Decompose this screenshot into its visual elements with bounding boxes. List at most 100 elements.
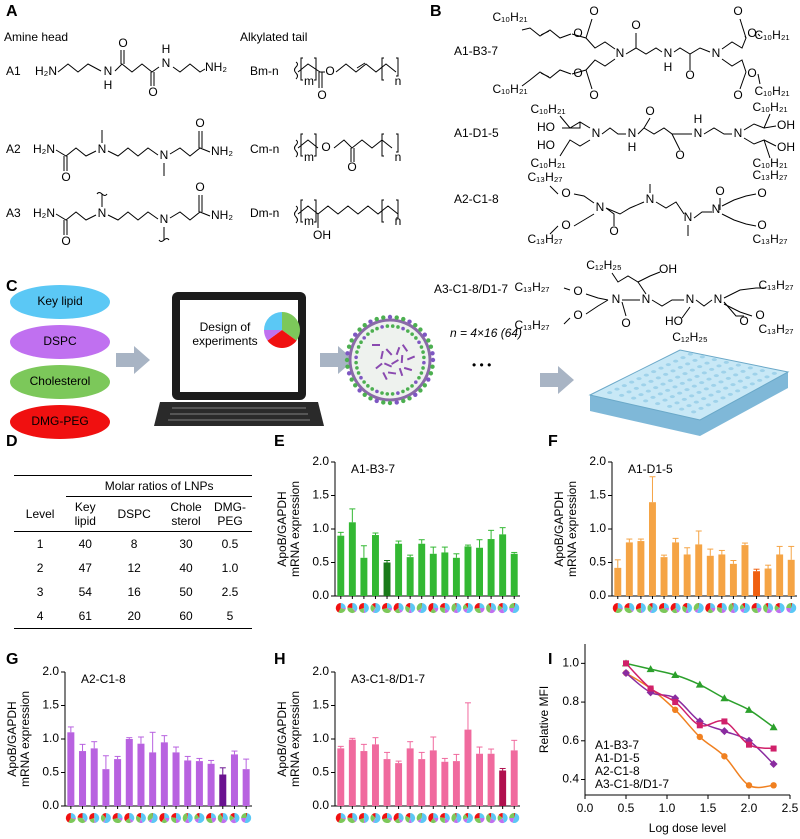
table-row: 1 40 8 30 0.5 [14,532,252,557]
composition-pie [387,818,393,821]
composition-pie [479,608,485,613]
composition-pie [112,818,122,823]
plate-well [665,363,671,367]
lnp-head [394,315,399,320]
table-cell: 2.5 [221,585,239,599]
point [720,727,729,736]
plate-well [699,381,705,385]
composition-pie [370,604,376,613]
atom-label: O [325,64,334,78]
bond [114,63,160,73]
composition-pie [509,608,515,613]
mrna [401,344,409,352]
bond [585,69,593,90]
composition-pie [664,608,670,611]
bond [757,33,761,37]
bond [571,58,616,75]
composition-pie [486,813,492,823]
composition-pie [462,813,468,820]
composition-pie [363,818,366,823]
laptop-keys [168,407,310,421]
atom-label: O [621,316,630,330]
bar [149,752,157,806]
bond [150,72,155,86]
point [696,733,703,741]
composition-pie [347,607,356,614]
lnp-head [349,377,354,382]
y-tick-label: 1.5 [589,488,606,502]
bar [614,567,622,596]
head-name: A1 [6,64,21,78]
composition-pie [433,813,439,818]
lnp-head [370,329,375,333]
screen-pie [264,330,282,341]
atom-label: m [304,150,314,164]
atom-label: N [712,46,721,60]
atom-label: O [685,68,694,82]
atom-label: n [395,150,402,164]
lnp-head [368,319,373,324]
y-tick-label: 0.5 [312,765,329,779]
lnp-head [356,345,361,349]
composition-pie [65,813,71,823]
composition-pie [640,603,646,613]
composition-pie [125,818,131,823]
y-axis-title: ApoB/GAPDH [552,491,566,566]
composition-pie [358,603,364,610]
bar [406,748,414,806]
point [646,665,655,673]
mrna [383,362,393,368]
bond [655,201,685,215]
composition-pie [742,603,745,608]
composition-pie [338,608,346,614]
composition-pie [444,603,450,611]
atom-label: OH [313,228,331,242]
plate-well [737,379,743,383]
lnp-head [374,398,379,404]
x-tick-label: 0.0 [577,801,594,815]
bond [169,147,211,157]
lnp-head [362,392,367,397]
atom-label: N [628,126,637,140]
plate-well [638,393,644,397]
atom-label: O [589,4,598,18]
composition-pie [148,818,153,823]
composition-pie [721,608,726,613]
bar [395,763,403,806]
composition-pie [408,818,412,824]
composition-pie [497,605,503,611]
composition-pie [164,818,170,823]
y-axis-title: Relative MFI [537,686,551,753]
y-tick-label: 2.0 [312,664,329,678]
plate-well [701,397,707,401]
bond [571,33,616,50]
composition-pie [624,607,633,613]
atom-label: H₂N [33,206,55,220]
atom-label: O [561,186,570,200]
composition-pie [455,813,457,818]
plate-well [629,380,635,384]
plate-well [655,376,661,380]
lnp-head [362,323,367,328]
composition-pie [707,608,714,613]
composition-pie [147,813,153,821]
y-axis-title: ApoB/GAPDH [275,701,289,776]
bar [499,770,507,806]
composition-pie [491,813,497,821]
atom-label: OH [777,118,795,132]
table-cell: 54 [78,585,92,599]
composition-pie [733,603,739,613]
composition-pie [687,603,693,613]
plate-well [645,389,651,393]
atom-label: NH₂ [205,60,227,74]
lnp-head [354,360,358,365]
composition-pie [716,603,722,608]
composition-pie [135,815,141,823]
x-tick-label: 0.5 [618,801,635,815]
composition-pie [433,818,439,823]
composition-pie [474,813,480,819]
composition-pie [176,818,181,823]
column-header: Level [14,496,67,532]
bar [230,754,238,806]
